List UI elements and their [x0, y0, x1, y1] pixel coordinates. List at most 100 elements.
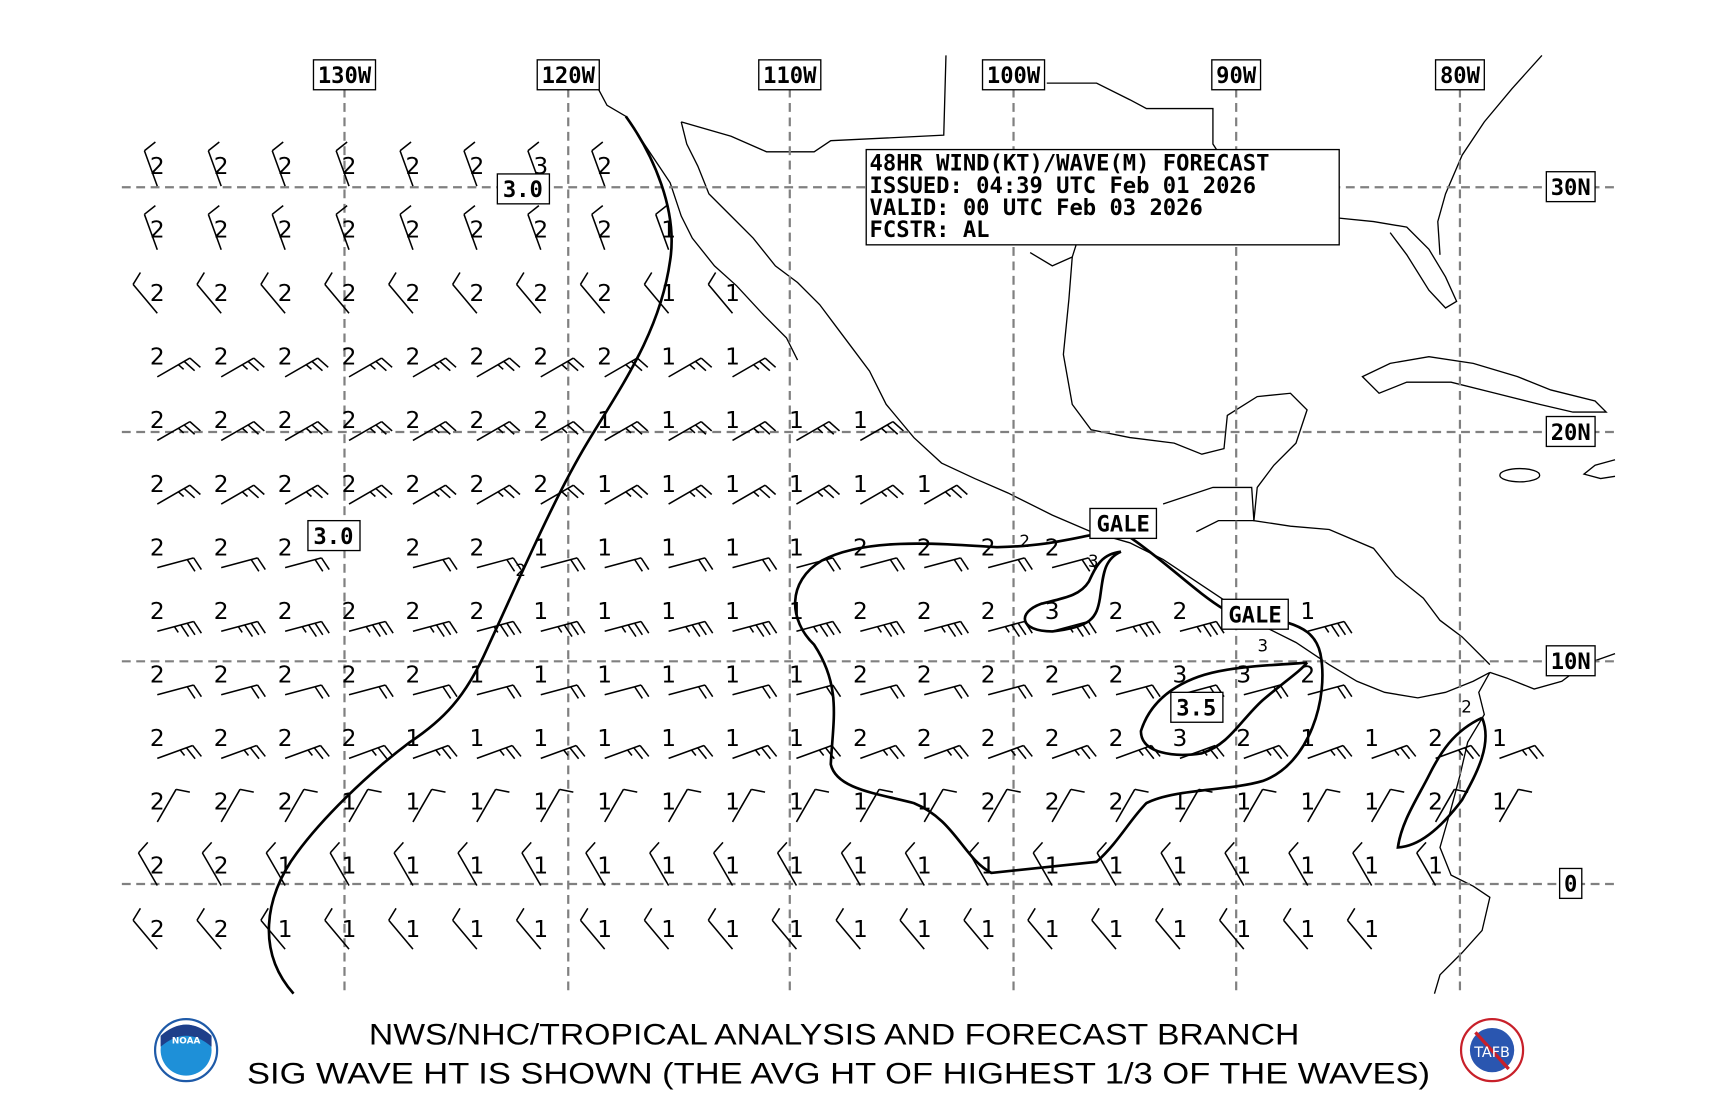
wave-height-value: 1	[661, 280, 676, 307]
wind-barb	[540, 484, 585, 505]
wind-barb	[604, 788, 638, 823]
wind-barb	[143, 204, 159, 250]
wave-height-value: 2	[406, 534, 421, 561]
wave-height-value: 1	[469, 662, 484, 689]
wave-height-value: 2	[981, 534, 996, 561]
wind-barb	[348, 788, 382, 823]
wave-height-value: 1	[661, 471, 676, 498]
wind-barb	[348, 684, 394, 699]
wave-height-value: 1	[661, 789, 676, 816]
wave-height-value: 1	[469, 852, 484, 879]
wind-barbs	[132, 141, 1545, 950]
wind-barb	[412, 557, 458, 572]
wind-barb	[1243, 788, 1277, 823]
wind-barb	[476, 420, 521, 442]
forecast-info-box: 48HR WIND(KT)/WAVE(M) FORECAST ISSUED: 0…	[865, 148, 1340, 246]
wave-height-value: 2	[469, 471, 484, 498]
wind-barb	[221, 620, 266, 638]
wind-barb	[412, 420, 457, 442]
guatemala-border	[1162, 486, 1255, 533]
wind-barb	[579, 907, 606, 950]
gale-warning-label: GALE	[1228, 603, 1281, 629]
wave-height-value: 2	[278, 217, 293, 244]
wave-height-value: 2	[406, 280, 421, 307]
wave-height-value: 1	[853, 407, 868, 434]
wave-height-value: 2	[469, 598, 484, 625]
wind-barb	[1434, 788, 1469, 823]
wave-height-value: 2	[150, 407, 165, 434]
wind-barb	[399, 141, 414, 187]
jamaica	[1499, 467, 1541, 483]
wind-barb	[260, 272, 286, 314]
wave-height-value: 1	[1236, 916, 1251, 943]
lon-label-box	[536, 59, 600, 91]
wave-height-value: 1	[725, 916, 740, 943]
wind-barb	[393, 841, 414, 886]
wave-height-value: 1	[1300, 916, 1315, 943]
wind-barb	[987, 788, 1021, 823]
contour-labels: 2 2 3 3 2	[515, 532, 1472, 716]
wind-barb	[388, 907, 414, 950]
wind-barb	[143, 141, 159, 187]
wind-barb	[796, 484, 841, 505]
wave-height-value: 1	[789, 852, 804, 879]
lon-label: 120W	[542, 63, 596, 89]
gale-warning-label: GALE	[1097, 512, 1150, 538]
wave-height-contours	[267, 115, 1487, 995]
wind-barb	[157, 744, 202, 760]
wave-height-value: 2	[1045, 789, 1060, 816]
lat-label: 30N	[1551, 175, 1591, 201]
wave-height-value: 2	[533, 217, 548, 244]
wind-barb	[399, 204, 414, 250]
wind-barb	[260, 907, 286, 950]
wind-barb	[1115, 788, 1149, 823]
wind-barb	[1307, 684, 1353, 699]
wind-barb	[604, 744, 650, 760]
wind-barb	[476, 744, 522, 760]
wind-barb	[220, 357, 265, 378]
wave-height-value: 1	[1364, 725, 1379, 752]
wave-height-value: 2	[1236, 725, 1251, 752]
wind-barb	[132, 907, 158, 950]
wind-barb	[1371, 744, 1417, 760]
wind-barb	[220, 744, 266, 760]
wind-barb	[924, 620, 970, 638]
wave-height-value: 1	[661, 217, 676, 244]
wave-height-value: 1	[853, 916, 868, 943]
wind-barb	[604, 557, 650, 572]
wave-height-value: 1	[661, 725, 676, 752]
wind-barb	[649, 841, 670, 886]
wave-height-value: 2	[533, 280, 548, 307]
wind-barb	[540, 357, 585, 378]
wind-barb	[1498, 788, 1533, 823]
wave-height-value: 1	[1173, 916, 1188, 943]
wave-height-value: 1	[1236, 789, 1251, 816]
wave-height-value: 2	[533, 471, 548, 498]
wave-height-value: 1	[661, 598, 676, 625]
wave-height-value: 2	[469, 534, 484, 561]
wave-height-value: 1	[406, 916, 421, 943]
wind-barb	[540, 620, 586, 638]
wave-height-value: 1	[1428, 852, 1443, 879]
wind-barb	[923, 788, 957, 823]
wind-barb	[348, 357, 393, 378]
wind-barb	[668, 684, 714, 699]
wind-barb	[157, 620, 203, 638]
wind-barb	[1091, 907, 1117, 950]
wind-barb	[904, 841, 925, 886]
wind-barb	[540, 744, 586, 760]
wave-height-value: 1	[1045, 852, 1060, 879]
wind-barb	[207, 204, 222, 250]
wind-barb	[265, 841, 286, 886]
contour-label: 3	[1088, 552, 1099, 571]
wind-barb	[451, 272, 478, 314]
wind-barb	[899, 907, 925, 950]
wind-barb	[604, 620, 650, 638]
wave-height-value: 1	[342, 916, 357, 943]
us-mexico-border	[681, 55, 947, 153]
wave-height-value: 2	[150, 217, 165, 244]
wave-height-value: 1	[406, 789, 421, 816]
wind-barb	[668, 420, 713, 442]
wave-height-value: 2	[214, 280, 229, 307]
wave-height-value: 2	[342, 471, 357, 498]
